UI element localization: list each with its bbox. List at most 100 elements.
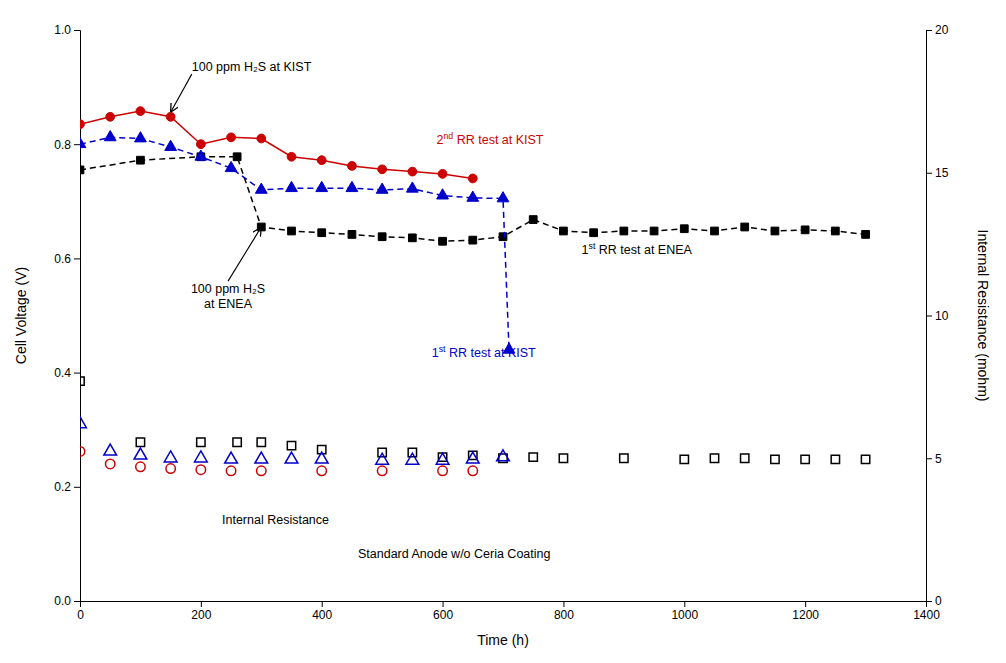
annotation-part: 1 [582,243,589,257]
tick: 0.6 [54,252,80,266]
tick-label: 800 [554,608,574,622]
axis-line [74,31,81,602]
axis-line [927,31,933,602]
point [166,464,175,473]
annotation-line: 2nd RR test at KIST [437,131,544,147]
tick-mark [322,601,323,607]
tick-label: 600 [433,608,453,622]
annotation-line: at ENEA [204,297,253,311]
point [408,167,417,176]
point [166,112,175,121]
tick: 200 [191,601,211,622]
point [105,459,114,468]
tick-label: 20 [935,23,949,37]
annotation-line: 100 ppm H₂S [191,282,265,296]
point [104,131,116,141]
point [196,140,205,149]
tick-label: 400 [312,608,332,622]
point [710,454,718,462]
series [80,131,515,354]
point [316,181,328,191]
tick-label: 1400 [913,608,940,622]
point [831,227,839,235]
point [376,453,389,464]
annotation: 1st RR test at ENEA [582,241,693,257]
point [134,448,147,459]
point [467,191,479,201]
point [255,183,267,193]
annotation-part: RR test at ENEA [595,243,692,257]
point [620,227,628,235]
tick-mark [74,373,80,374]
point [257,466,266,475]
series [80,153,869,245]
tick-mark [926,601,932,602]
tick: 0.2 [54,480,80,494]
point [288,227,296,235]
tick-mark [201,601,202,607]
tick-mark [684,601,685,607]
annotation-line: Standard Anode w/o Ceria Coating [358,547,551,561]
annotation-arrow [228,227,261,281]
point [233,153,241,161]
tick-label: 0 [77,608,84,622]
annotation: 2nd RR test at KIST [437,131,544,147]
point [406,453,419,464]
point [80,120,84,129]
point [255,452,268,463]
tick: 0 [77,601,84,622]
point [80,137,86,147]
annotation: 100 ppm H₂Sat ENEA [191,282,265,311]
point [468,466,477,475]
tick: 20 [926,23,949,37]
series [80,107,477,183]
point [104,444,117,455]
point [225,161,237,171]
tick-mark [74,601,80,602]
tick-label: 0.0 [54,594,71,608]
series [80,417,509,465]
point [862,231,870,239]
tick-mark [926,458,932,459]
point [135,132,147,142]
tick: 0.4 [54,366,80,380]
point [711,227,719,235]
tick-mark [805,601,806,607]
point [468,174,477,183]
point [469,236,477,244]
point [165,140,177,150]
point [439,237,447,245]
tick-mark [74,487,80,488]
point [195,451,208,462]
annotation-superscript: nd [443,131,453,141]
point [348,162,357,171]
point [771,455,779,463]
tick-mark [926,173,932,174]
tick: 1.0 [54,23,80,37]
line [80,157,866,242]
point [346,181,358,191]
tick: 600 [433,601,453,622]
point [499,233,507,241]
tick-label: 0.6 [54,252,71,266]
tick: 1000 [671,601,698,622]
axis-line [81,602,927,608]
point [80,377,84,385]
point [680,455,688,463]
tick-mark [926,30,932,31]
line [80,111,473,178]
tick-label: 15 [935,166,949,180]
point [497,192,509,202]
tick: 0.8 [54,138,80,152]
tick-label: 1000 [671,608,698,622]
point [376,183,388,193]
point [529,216,537,224]
annotation-part: 2 [437,133,444,147]
point [226,466,235,475]
point [437,189,449,199]
point [287,152,296,161]
tick-mark [926,316,932,317]
y-axis-title: Cell Voltage (V) [13,267,29,364]
x-axis: 0200400600800100012001400 [77,601,940,622]
x-axis-title: Time (h) [477,632,529,648]
